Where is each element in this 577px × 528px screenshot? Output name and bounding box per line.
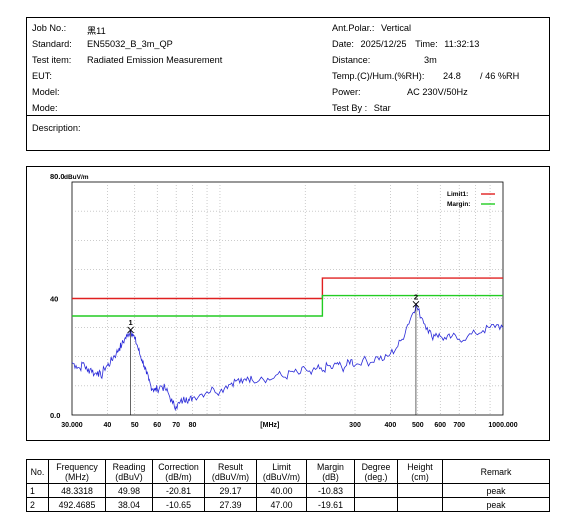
table-cell [397,497,443,512]
emission-chart: 80.0 40 0.0 dBuV/m 30.000 40 50 60 70 80 300 400 500… [50,172,518,429]
x-tick-label: 500 [412,422,424,429]
temp-hum-label: Temp.(C)/Hum.(%RH): [332,71,425,81]
ant-polar-row: Ant.Polar.: Vertical [332,23,411,33]
chart-frame: 80.0 40 0.0 dBuV/m 30.000 40 50 60 70 80 300 400 500… [26,166,550,441]
marker-label: 1 [129,318,133,327]
x-tick-label: 50 [131,422,139,429]
table-cell: 29.17 [204,483,257,498]
column-header: Correction (dB/m) [152,459,205,484]
table-cell [354,497,398,512]
column-header: Height (cm) [397,459,443,484]
distance-row: Distance: 3m [332,55,532,65]
test-by-row: Test By : Star [332,103,391,113]
x-tick-label: 300 [349,422,361,429]
table-cell: 2 [26,497,49,512]
marker-label: 2 [414,292,418,301]
table-cell: peak [442,497,550,512]
table-cell [354,483,398,498]
hum-value: / 46 %RH [480,71,520,81]
x-tick-label: 30.000 [61,422,83,429]
temp-hum-row: Temp.(C)/Hum.(%RH): 24.8 / 46 %RH [332,71,547,81]
info-value: 黑11 [87,26,106,36]
x-tick-label: 700 [453,422,465,429]
limit-line [72,277,503,300]
column-header: Limit (dBuV/m) [256,459,307,484]
info-value: EN55032_B_3m_QP [87,39,173,49]
column-header: Degree (deg.) [354,459,398,484]
marker-cross [127,326,134,334]
ant-polar-value: Vertical [380,23,412,33]
x-tick-label: 40 [103,422,111,429]
info-label: Job No.: [32,23,67,33]
legend-label: Limit1: [447,191,468,198]
table-row: 2 492.4685 38.04 -10.65 27.39 47.00 -19.61 peak [26,497,550,512]
time-value: 11:32:13 [444,39,480,49]
y-axis-label: dBuV/m [64,174,89,181]
margin-line [72,294,503,317]
info-label: Model: [32,87,60,97]
column-header: Margin (dB) [306,459,355,484]
power-row: Power: AC 230V/50Hz [332,87,547,97]
results-table: No. Frequency (MHz) Reading (dBuV) Correction… [26,459,550,512]
table-cell: 27.39 [204,497,257,512]
column-header: Reading (dBuV) [105,459,153,484]
table-cell: -10.83 [306,483,355,498]
emission-trace [71,302,504,412]
distance-value: 3m [424,55,437,65]
info-label: Test item: [32,55,72,65]
table-header-row: No. Frequency (MHz) Reading (dBuV) Correction… [26,459,550,484]
y-tick-label: 80.0 [50,172,65,181]
info-label: Standard: [32,39,72,49]
info-label: EUT: [32,71,52,81]
column-header: No. [26,459,49,484]
info-value: Radiated Emission Measurement [87,55,223,65]
table-cell: 49.98 [105,483,153,498]
x-tick-label: 70 [172,422,180,429]
table-cell: -10.65 [152,497,205,512]
table-row: 1 48.3318 49.98 -20.81 29.17 40.00 -10.83 peak [26,483,550,498]
ant-polar-label: Ant.Polar.: [332,23,375,33]
temp-value: 24.8 [443,71,461,81]
test-by-label: Test By : [332,103,368,113]
legend-label: Margin: [447,201,470,208]
distance-label: Distance: [332,55,371,65]
column-header: Result (dBuV/m) [204,459,257,484]
table-cell: 38.04 [105,497,153,512]
x-tick-label: 80 [189,422,197,429]
table-cell: -19.61 [306,497,355,512]
column-header: Remark [442,459,550,484]
y-tick-label: 40 [50,295,58,304]
table-cell [397,483,443,498]
x-tick-label: 600 [434,422,446,429]
y-tick-label: 0.0 [50,411,60,420]
table-cell: 48.3318 [48,483,106,498]
table-cell: peak [442,483,550,498]
column-header: Frequency (MHz) [48,459,106,484]
time-label: Time: [415,39,438,49]
table-cell: 1 [26,483,49,498]
x-tick-label: 1000.000 [488,422,517,429]
test-by-value: Star [373,103,391,113]
x-tick-label: 60 [153,422,161,429]
x-axis-label: [MHz] [260,422,279,429]
date-value: 2025/12/25 [360,39,407,49]
table-cell: 47.00 [256,497,307,512]
description-box: Description: [26,115,550,151]
table-cell: 492.4685 [48,497,106,512]
date-row: Date: 2025/12/25 Time: 11:32:13 [332,39,479,49]
test-info-header: Job No.: 黑11 Standard: EN55032_B_3m_QP Test … [26,17,550,115]
table-cell: -20.81 [152,483,205,498]
info-label: Mode: [32,103,58,113]
marker-cross [412,301,420,308]
table-body: 1 48.3318 49.98 -20.81 29.17 40.00 -10.83 peak 2… [26,483,550,512]
power-value: AC 230V/50Hz [407,87,468,97]
power-label: Power: [332,87,361,97]
table-cell: 40.00 [256,483,307,498]
date-label: Date: [332,39,354,49]
x-tick-label: 400 [385,422,397,429]
description-label: Description: [32,123,81,133]
